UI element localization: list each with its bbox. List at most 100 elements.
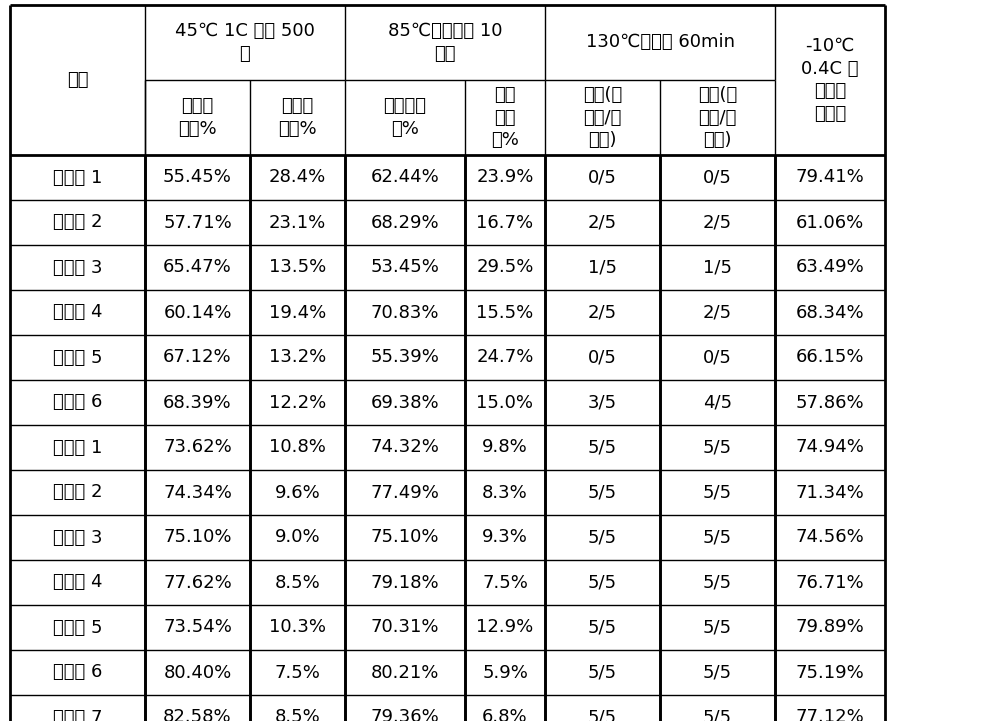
Text: 79.36%: 79.36% [371,709,439,721]
Text: 23.9%: 23.9% [476,169,534,187]
Text: 实施例 7: 实施例 7 [53,709,102,721]
Text: 5/5: 5/5 [703,484,732,502]
Text: 69.38%: 69.38% [371,394,439,412]
Text: 5/5: 5/5 [703,438,732,456]
Text: 71.34%: 71.34% [796,484,864,502]
Text: 对比例 3: 对比例 3 [53,259,102,276]
Text: 9.8%: 9.8% [482,438,528,456]
Text: 5/5: 5/5 [703,528,732,547]
Text: 70.31%: 70.31% [371,619,439,637]
Text: 5/5: 5/5 [588,709,617,721]
Text: 75.10%: 75.10% [163,528,232,547]
Text: 66.15%: 66.15% [796,348,864,366]
Text: 74.94%: 74.94% [796,438,864,456]
Text: 29.5%: 29.5% [476,259,534,276]
Text: 10.8%: 10.8% [269,438,326,456]
Text: 厉度
变化
率%: 厉度 变化 率% [491,86,519,149]
Text: 74.56%: 74.56% [796,528,864,547]
Text: 实施例 5: 实施例 5 [53,619,102,637]
Text: 8.5%: 8.5% [275,709,320,721]
Text: 19.4%: 19.4% [269,304,326,322]
Text: 实施例 3: 实施例 3 [53,528,102,547]
Text: 24.7%: 24.7% [476,348,534,366]
Text: 12.9%: 12.9% [476,619,534,637]
Text: 组别: 组别 [67,71,88,89]
Text: 2/5: 2/5 [588,304,617,322]
Text: 9.0%: 9.0% [275,528,320,547]
Text: 13.5%: 13.5% [269,259,326,276]
Text: 对比例 1: 对比例 1 [53,169,102,187]
Text: 53.45%: 53.45% [371,259,439,276]
Text: 57.86%: 57.86% [796,394,864,412]
Text: 对比例 6: 对比例 6 [53,394,102,412]
Text: 爆炸(通
过数/测
试数): 爆炸(通 过数/测 试数) [698,86,737,149]
Text: 73.54%: 73.54% [163,619,232,637]
Text: 2/5: 2/5 [703,213,732,231]
Text: 9.6%: 9.6% [275,484,320,502]
Text: 5/5: 5/5 [703,663,732,681]
Text: 60.14%: 60.14% [163,304,232,322]
Text: 5/5: 5/5 [703,573,732,591]
Text: 68.29%: 68.29% [371,213,439,231]
Text: 0/5: 0/5 [588,169,617,187]
Text: 77.62%: 77.62% [163,573,232,591]
Text: 0/5: 0/5 [703,348,732,366]
Text: 67.12%: 67.12% [163,348,232,366]
Text: 45℃ 1C 循环 500
周: 45℃ 1C 循环 500 周 [175,22,315,63]
Text: 65.47%: 65.47% [163,259,232,276]
Text: 74.32%: 74.32% [371,438,439,456]
Text: 80.21%: 80.21% [371,663,439,681]
Text: 76.71%: 76.71% [796,573,864,591]
Text: 10.3%: 10.3% [269,619,326,637]
Text: 12.2%: 12.2% [269,394,326,412]
Text: 63.49%: 63.49% [796,259,864,276]
Text: 5.9%: 5.9% [482,663,528,681]
Text: 68.34%: 68.34% [796,304,864,322]
Text: 68.39%: 68.39% [163,394,232,412]
Text: 73.62%: 73.62% [163,438,232,456]
Text: 79.41%: 79.41% [796,169,864,187]
Text: 61.06%: 61.06% [796,213,864,231]
Text: 2/5: 2/5 [588,213,617,231]
Text: 0/5: 0/5 [703,169,732,187]
Text: 7.5%: 7.5% [482,573,528,591]
Text: 5/5: 5/5 [588,528,617,547]
Text: 77.12%: 77.12% [796,709,864,721]
Text: 55.45%: 55.45% [163,169,232,187]
Text: 实施例 6: 实施例 6 [53,663,102,681]
Text: 5/5: 5/5 [588,484,617,502]
Text: 79.89%: 79.89% [796,619,864,637]
Text: 130℃热冲击 60min: 130℃热冲击 60min [586,33,734,51]
Text: 5/5: 5/5 [588,663,617,681]
Text: 6.8%: 6.8% [482,709,528,721]
Text: 对比例 5: 对比例 5 [53,348,102,366]
Text: 厉度变
化率%: 厉度变 化率% [278,97,317,138]
Text: -10℃
0.4C 放
电容量
保持率: -10℃ 0.4C 放 电容量 保持率 [801,37,859,123]
Text: 实施例 2: 实施例 2 [53,484,102,502]
Text: 75.10%: 75.10% [371,528,439,547]
Text: 1/5: 1/5 [588,259,617,276]
Text: 85℃高温存储 10
小时: 85℃高温存储 10 小时 [388,22,502,63]
Text: 0/5: 0/5 [588,348,617,366]
Text: 8.3%: 8.3% [482,484,528,502]
Text: 70.83%: 70.83% [371,304,439,322]
Text: 容量保持
率%: 容量保持 率% [384,97,426,138]
Text: 75.19%: 75.19% [796,663,864,681]
Text: 15.0%: 15.0% [477,394,534,412]
Text: 2/5: 2/5 [703,304,732,322]
Text: 13.2%: 13.2% [269,348,326,366]
Text: 28.4%: 28.4% [269,169,326,187]
Text: 55.39%: 55.39% [371,348,439,366]
Text: 容量保
持率%: 容量保 持率% [178,97,217,138]
Text: 7.5%: 7.5% [275,663,320,681]
Text: 82.58%: 82.58% [163,709,232,721]
Text: 9.3%: 9.3% [482,528,528,547]
Text: 8.5%: 8.5% [275,573,320,591]
Text: 5/5: 5/5 [703,619,732,637]
Text: 57.71%: 57.71% [163,213,232,231]
Text: 5/5: 5/5 [588,619,617,637]
Text: 5/5: 5/5 [703,709,732,721]
Text: 对比例 2: 对比例 2 [53,213,102,231]
Text: 77.49%: 77.49% [371,484,439,502]
Text: 80.40%: 80.40% [163,663,232,681]
